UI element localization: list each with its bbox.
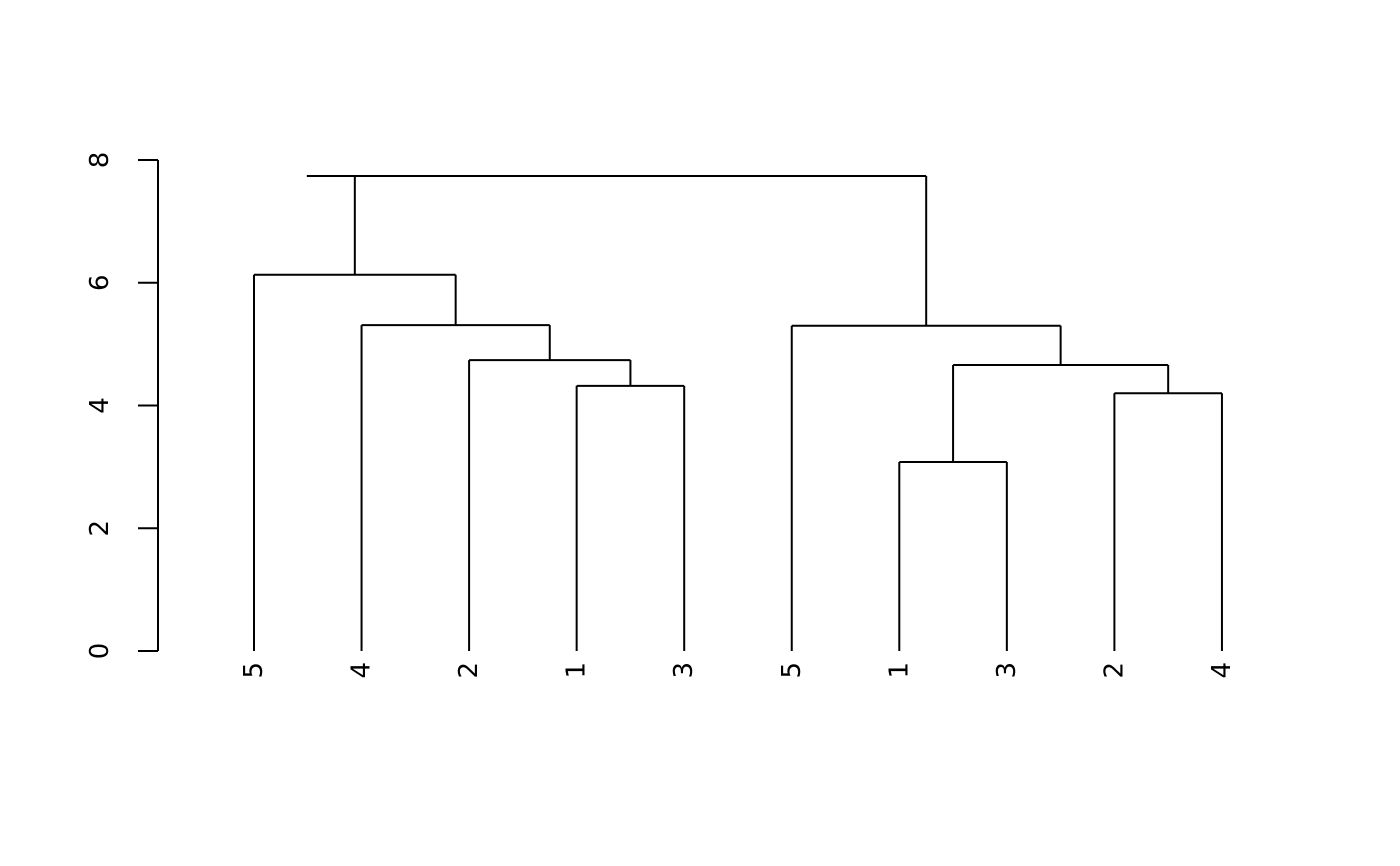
leaf-label: 2 — [454, 662, 484, 679]
dendrogram-branches — [253, 174, 1223, 651]
leaf-label: 3 — [992, 662, 1022, 679]
y-tick-label: 8 — [85, 152, 115, 169]
y-tick-label: 0 — [85, 643, 115, 660]
leaf-label: 3 — [669, 662, 699, 679]
y-tick-label: 4 — [85, 397, 115, 414]
leaf-label: 2 — [1099, 662, 1129, 679]
y-axis: 0 2 4 6 8 — [85, 152, 159, 660]
y-tick-label: 6 — [85, 274, 115, 291]
leaf-label: 1 — [884, 662, 914, 679]
leaf-label: 5 — [239, 662, 269, 679]
leaf-label: 1 — [562, 662, 592, 679]
leaf-labels: 5 4 2 1 3 5 1 3 2 4 — [239, 662, 1237, 679]
leaf-label: 4 — [1207, 662, 1237, 679]
y-tick-label: 2 — [85, 520, 115, 537]
leaf-label: 4 — [347, 662, 377, 679]
leaf-label: 5 — [777, 662, 807, 679]
